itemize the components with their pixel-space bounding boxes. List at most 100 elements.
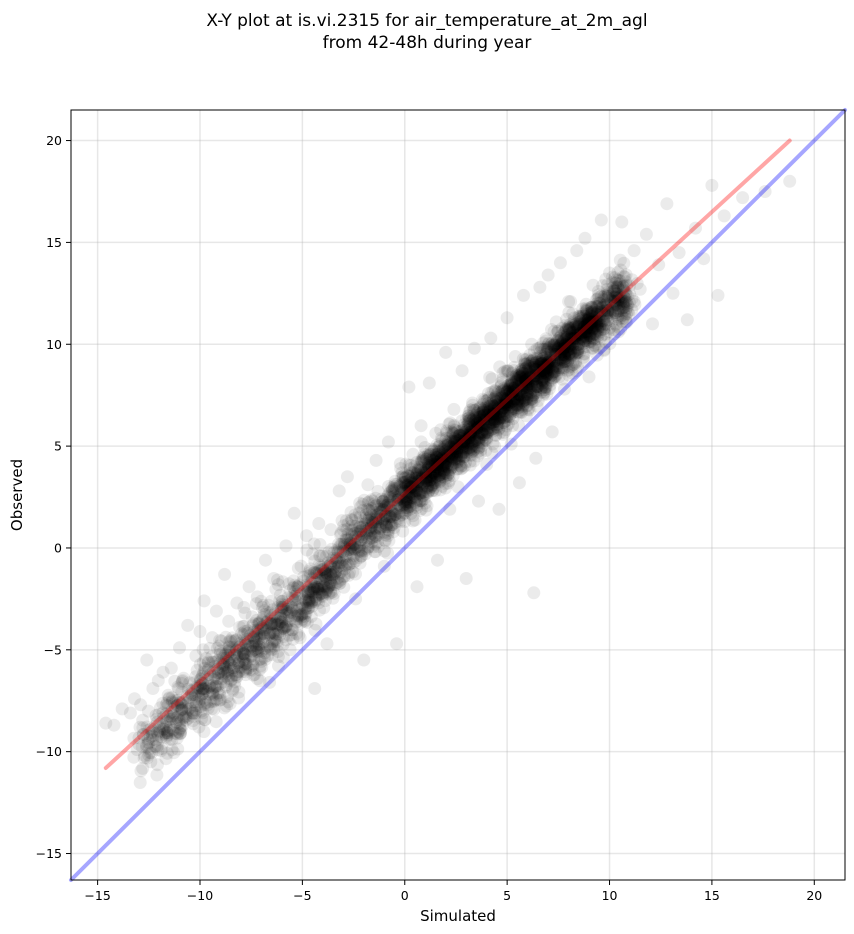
scatter-point (176, 711, 190, 725)
scatter-point (501, 391, 515, 404)
scatter-point (302, 593, 316, 607)
scatter-point (559, 356, 572, 370)
scatter-point (387, 521, 401, 535)
scatter-point (306, 572, 319, 586)
scatter-point (205, 650, 219, 663)
scatter-point (562, 324, 576, 338)
scatter-point (371, 515, 385, 529)
scatter-point (554, 353, 568, 367)
scatter-point (220, 690, 234, 704)
scatter-point (239, 642, 253, 656)
scatter-point (320, 567, 334, 581)
scatter-point (601, 325, 615, 339)
scatter-point (307, 581, 321, 595)
scatter-point (161, 726, 175, 740)
scatter-point (201, 663, 215, 677)
scatter-point (361, 496, 375, 510)
chart-title-line-1: X-Y plot at is.vi.2315 for air_temperatu… (206, 11, 648, 31)
scatter-point (419, 468, 433, 482)
scatter-point (258, 652, 272, 666)
scatter-point (385, 506, 399, 520)
scatter-point (377, 559, 391, 573)
scatter-point (203, 641, 217, 655)
scatter-point (463, 441, 477, 455)
scatter-point (460, 437, 474, 451)
scatter-point (179, 709, 193, 723)
scatter-point (344, 536, 358, 550)
scatter-point (562, 347, 576, 361)
scatter-point (280, 607, 294, 621)
scatter-point (605, 301, 619, 315)
scatter-point (456, 435, 470, 448)
scatter-point (551, 325, 565, 339)
scatter-point (487, 399, 501, 413)
scatter-point (180, 689, 194, 703)
scatter-point (526, 383, 540, 397)
scatter-point (335, 564, 349, 578)
scatter-point (540, 387, 554, 401)
scatter-point (248, 634, 262, 648)
scatter-point (495, 411, 509, 425)
scatter-point (191, 681, 205, 695)
scatter-point (438, 455, 452, 469)
scatter-point (265, 635, 279, 649)
scatter-point (280, 605, 294, 618)
scatter-point (316, 590, 330, 604)
scatter-point (136, 728, 150, 742)
scatter-point (508, 381, 522, 395)
scatter-point (284, 600, 298, 614)
scatter-point (274, 603, 288, 617)
scatter-point (536, 373, 550, 387)
scatter-point (273, 615, 287, 629)
scatter-point (179, 701, 193, 715)
scatter-point (353, 510, 367, 524)
scatter-point (564, 330, 578, 344)
scatter-point (398, 496, 412, 510)
scatter-point (462, 443, 476, 457)
scatter-point (561, 321, 575, 335)
scatter-point (511, 405, 525, 419)
scatter-point (405, 487, 419, 501)
scatter-point (441, 464, 455, 477)
scatter-point (146, 682, 160, 695)
scatter-point (301, 592, 315, 606)
scatter-point (612, 299, 626, 313)
scatter-point (208, 681, 222, 695)
scatter-point (602, 318, 615, 331)
scatter-point (485, 423, 499, 436)
scatter-point (244, 649, 258, 663)
scatter-point (554, 351, 568, 365)
scatter-point (537, 357, 551, 370)
scatter-point (452, 434, 466, 447)
scatter-point (425, 484, 439, 498)
scatter-point (541, 361, 555, 374)
scatter-point (144, 722, 158, 736)
scatter-point (488, 415, 502, 429)
scatter-point (417, 465, 431, 479)
scatter-point (181, 682, 195, 696)
scatter-point (385, 483, 399, 497)
scatter-point (208, 659, 222, 673)
scatter-point (263, 640, 277, 654)
scatter-point (316, 562, 330, 576)
scatter-point (464, 443, 478, 456)
scatter-point (289, 627, 303, 641)
scatter-point (520, 391, 534, 405)
scatter-point (259, 553, 272, 567)
scatter-point (486, 411, 500, 425)
scatter-point (440, 459, 454, 473)
scatter-point (415, 471, 429, 485)
scatter-point (598, 318, 612, 331)
scatter-point (619, 295, 633, 309)
scatter-point (292, 581, 306, 595)
scatter-point (579, 301, 593, 315)
scatter-point (402, 486, 416, 500)
scatter-point (539, 332, 553, 346)
scatter-point (186, 709, 200, 723)
scatter-point (545, 368, 559, 382)
scatter-point (538, 364, 552, 378)
scatter-point (445, 454, 459, 468)
scatter-point (223, 651, 237, 665)
scatter-point (467, 440, 481, 454)
